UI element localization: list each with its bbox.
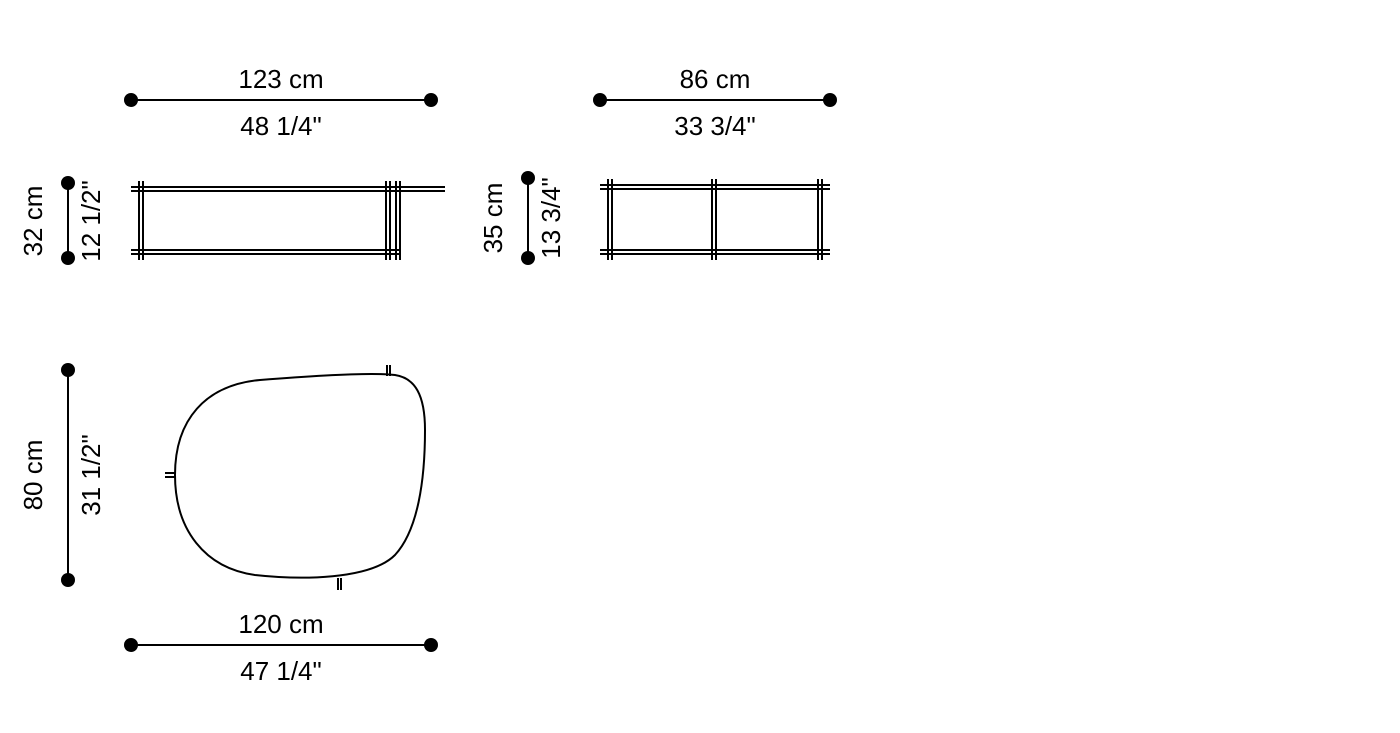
dim-view3-width-in: 47 1/4"	[240, 656, 322, 686]
dim-view3-width: 120 cm 47 1/4"	[124, 609, 438, 686]
dim-view1-width-cm: 123 cm	[238, 64, 323, 94]
dim-view1-height: 32 cm 12 1/2"	[18, 176, 106, 265]
dimension-diagram: 123 cm 48 1/4" 32 cm 12 1/2" 86 cm 33 3/…	[0, 0, 1400, 733]
dim-view3-height-cm: 80 cm	[18, 440, 48, 511]
dim-view3-width-cm: 120 cm	[238, 609, 323, 639]
dim-view2-height-in: 13 3/4"	[536, 177, 566, 259]
dim-view1-height-in: 12 1/2"	[76, 180, 106, 262]
dim-view3-height-in: 31 1/2"	[76, 434, 106, 516]
dim-view2-width-in: 33 3/4"	[674, 111, 756, 141]
dim-view2-height: 35 cm 13 3/4"	[478, 171, 566, 265]
view1-drawing	[131, 181, 445, 260]
view2-drawing	[600, 179, 830, 260]
dim-view2-width-cm: 86 cm	[680, 64, 751, 94]
dim-view3-height: 80 cm 31 1/2"	[18, 363, 106, 587]
dim-view1-width: 123 cm 48 1/4"	[124, 64, 438, 141]
dim-view2-width: 86 cm 33 3/4"	[593, 64, 837, 141]
dim-view2-height-cm: 35 cm	[478, 183, 508, 254]
dim-view1-width-in: 48 1/4"	[240, 111, 322, 141]
view3-drawing	[165, 365, 425, 590]
dim-view1-height-cm: 32 cm	[18, 186, 48, 257]
